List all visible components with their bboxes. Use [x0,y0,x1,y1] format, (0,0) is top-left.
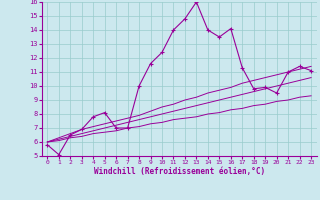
X-axis label: Windchill (Refroidissement éolien,°C): Windchill (Refroidissement éolien,°C) [94,167,265,176]
